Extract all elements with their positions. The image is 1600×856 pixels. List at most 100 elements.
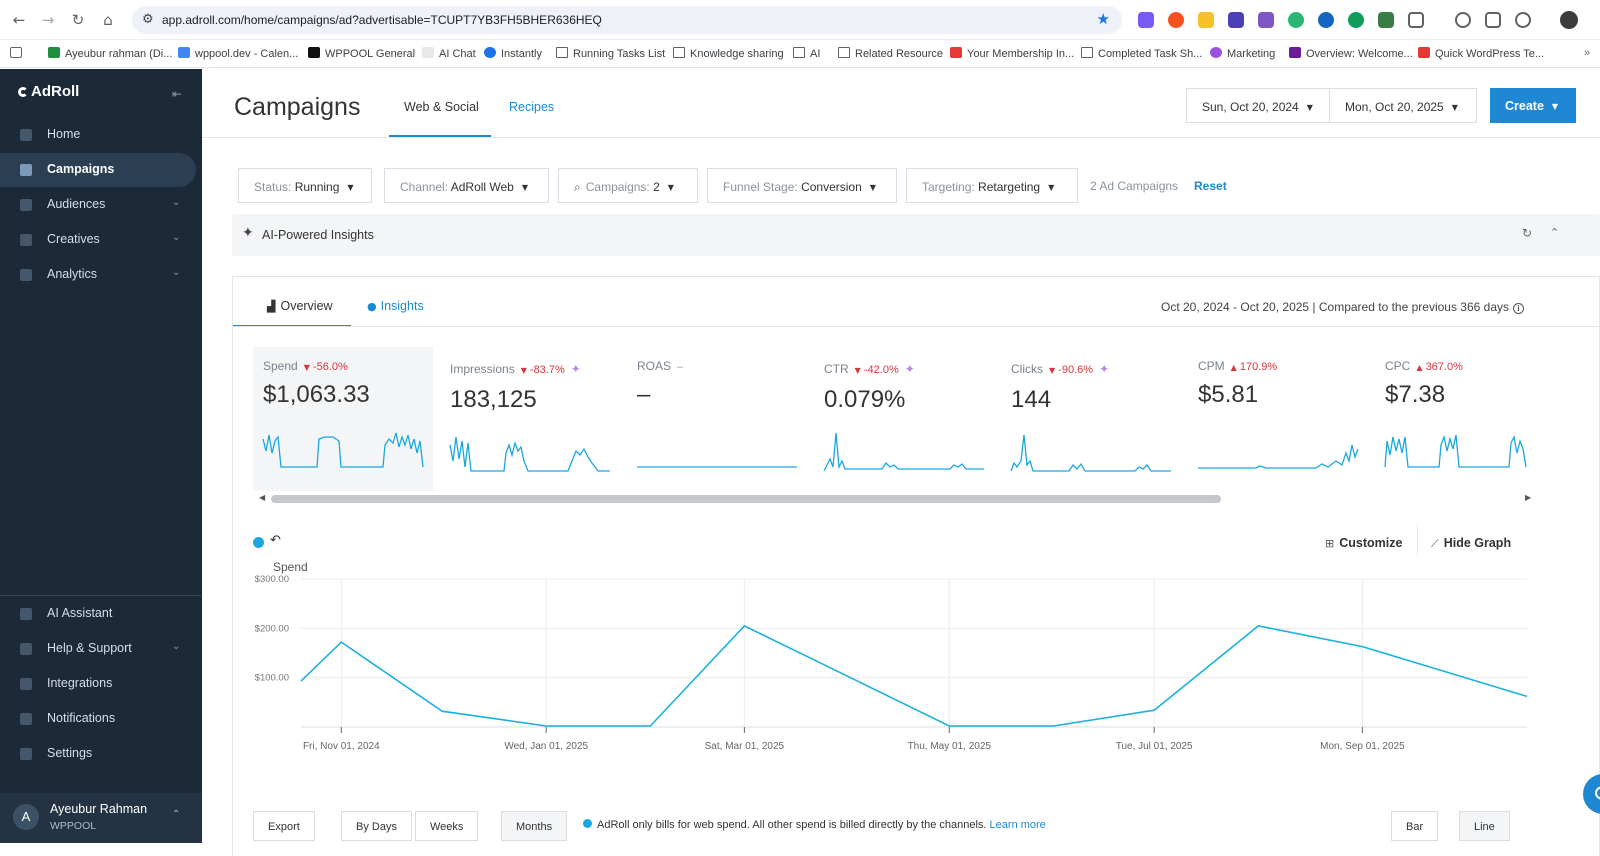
bookmark-folder[interactable]: AI (793, 47, 820, 60)
address-bar[interactable]: ⚙ app.adroll.com/home/campaigns/ad?adver… (132, 6, 1122, 34)
extension-icon[interactable] (1318, 12, 1334, 28)
forward-arrow-icon[interactable]: → (41, 11, 55, 29)
bookmark-folder[interactable]: Completed Task Sh... (1081, 47, 1202, 60)
extension-icon[interactable] (1198, 12, 1214, 28)
bookmark-item[interactable]: wppool.dev - Calen... (178, 47, 298, 60)
extension-icon[interactable] (1258, 12, 1274, 28)
apps-grid-icon[interactable] (10, 47, 27, 60)
metric-card-ctr[interactable]: CTR ▼ -42.0% ✦ 0.079% (814, 347, 994, 491)
tab-insights[interactable]: ● Insights (367, 299, 424, 313)
bookmark-folder[interactable]: Running Tasks List (556, 47, 665, 60)
sidebar-item-campaigns[interactable]: Campaigns (0, 153, 196, 187)
sidebar-item-integrations[interactable]: Integrations (0, 667, 196, 701)
x-tick-label: Wed, Jan 01, 2025 (504, 741, 588, 752)
sidebar-item-settings[interactable]: Settings (0, 737, 196, 771)
scrollbar-thumb[interactable] (271, 495, 1221, 503)
create-button[interactable]: Create ▼ (1490, 88, 1576, 123)
extension-icon[interactable] (1288, 12, 1304, 28)
plug-icon (20, 678, 32, 690)
by-days-button[interactable]: By Days (341, 811, 412, 841)
bookmark-item[interactable]: AI Chat (422, 47, 476, 60)
bookmark-icon[interactable] (1485, 12, 1501, 28)
weeks-button[interactable]: Weeks (415, 811, 479, 841)
tab-web-social[interactable]: Web & Social (404, 100, 479, 114)
ai-sparkle-icon[interactable]: ✦ (904, 362, 915, 376)
ai-sparkle-icon[interactable]: ✦ (1099, 362, 1110, 376)
extension-icon[interactable] (1378, 12, 1394, 28)
export-button[interactable]: Export (253, 811, 315, 841)
sidebar-item-help-support[interactable]: Help & Support ⌄ (0, 632, 196, 666)
user-menu[interactable]: A Ayeubur Rahman WPPOOL ⌃ (0, 793, 202, 843)
chevron-up-icon[interactable]: ⌃ (1550, 226, 1560, 239)
bookmark-item[interactable]: Overview: Welcome... (1289, 47, 1413, 60)
end-date-picker[interactable]: Mon, Oct 20, 2025 ▼ (1329, 88, 1477, 123)
bookmark-item[interactable]: Your Membership In... (950, 47, 1074, 60)
metric-card-impressions[interactable]: Impressions ▼ -83.7% ✦ 183,125 (440, 347, 620, 491)
reset-filters-link[interactable]: Reset (1194, 179, 1227, 193)
extensions-puzzle-icon[interactable] (1408, 12, 1424, 28)
bookmark-folder[interactable]: Knowledge sharing (673, 47, 784, 60)
sidebar-item-creatives[interactable]: Creatives ⌄ (0, 223, 196, 257)
undo-icon[interactable]: ↶ (270, 533, 281, 548)
scroll-left-arrow-icon[interactable]: ◀ (259, 493, 266, 502)
status-filter[interactable]: Status: Running ▼ (238, 168, 372, 203)
learn-more-link[interactable]: Learn more (989, 819, 1046, 831)
back-arrow-icon[interactable]: ← (12, 11, 26, 29)
bookmark-star-icon[interactable]: ★ (1096, 10, 1110, 28)
sidebar-item-audiences[interactable]: Audiences ⌄ (0, 188, 196, 222)
sidebar-item-home[interactable]: Home (0, 118, 196, 152)
link-icon[interactable] (1515, 12, 1531, 28)
customize-button[interactable]: ⊞ Customize (1325, 536, 1403, 550)
profile-avatar[interactable] (1560, 11, 1578, 29)
info-icon[interactable]: i (1513, 303, 1524, 314)
chat-support-button[interactable] (1583, 774, 1600, 814)
extension-icon[interactable] (1168, 12, 1184, 28)
metric-card-clicks[interactable]: Clicks ▼ -90.6% ✦ 144 (1001, 347, 1181, 491)
change-indicator: ▲ 367.0% (1416, 361, 1463, 373)
bookmarks-overflow-icon[interactable]: » (1584, 47, 1591, 59)
start-date-picker[interactable]: Sun, Oct 20, 2024 ▼ (1186, 88, 1330, 123)
bookmark-item[interactable]: Instantly (484, 47, 542, 60)
bookmark-item[interactable]: Marketing (1210, 47, 1275, 60)
campaigns-filter[interactable]: ⌕ Campaigns: 2 ▼ (558, 168, 698, 203)
line-chart-button[interactable]: Line (1459, 811, 1510, 841)
bookmark-item[interactable]: Ayeubur rahman (Di... (48, 47, 172, 60)
extension-icon[interactable] (1348, 12, 1364, 28)
collapse-sidebar-icon[interactable]: ⇤ (172, 87, 183, 101)
funnel-stage-filter[interactable]: Funnel Stage: Conversion ▼ (707, 168, 897, 203)
bookmark-item[interactable]: Quick WordPress Te... (1418, 47, 1544, 60)
bookmark-folder[interactable]: Related Resource (838, 47, 943, 60)
metric-card-cpc[interactable]: CPC ▲ 367.0% $7.38 (1375, 347, 1555, 491)
bookmark-item[interactable]: WPPOOL General (308, 47, 415, 60)
bar-chart-button[interactable]: Bar (1391, 811, 1439, 841)
chevron-down-icon: ⌄ (172, 197, 181, 208)
scroll-right-arrow-icon[interactable]: ▶ (1525, 493, 1532, 502)
series-color-dot[interactable] (253, 537, 264, 548)
ai-sparkle-icon[interactable]: ✦ (570, 362, 581, 376)
home-page-icon[interactable]: ⌂ (103, 11, 113, 29)
passwords-key-icon[interactable] (1455, 12, 1471, 28)
refresh-icon[interactable]: ↻ (1522, 226, 1533, 240)
adroll-logo[interactable]: AdRoll (18, 83, 79, 100)
people-icon (20, 199, 32, 211)
metric-card-spend[interactable]: Spend ▼ -56.0% $1,063.33 (253, 347, 433, 491)
extension-icon[interactable] (1228, 12, 1244, 28)
hide-graph-button[interactable]: ⟋ Hide Graph (1431, 536, 1512, 550)
channel-filter[interactable]: Channel: AdRoll Web ▼ (384, 168, 549, 203)
metric-card-roas[interactable]: ROAS – – (627, 347, 807, 491)
metric-card-cpm[interactable]: CPM ▲ 170.9% $5.81 (1188, 347, 1368, 491)
tab-overview[interactable]: ▟ Overview (267, 299, 333, 313)
months-button[interactable]: Months (501, 811, 568, 841)
sidebar-item-notifications[interactable]: Notifications (0, 702, 196, 736)
targeting-filter[interactable]: Targeting: Retargeting ▼ (906, 168, 1078, 203)
sidebar-item-ai-assistant[interactable]: AI Assistant (0, 597, 196, 631)
performance-panel: ▟ Overview ● Insights Oct 20, 2024 - Oct 2… (232, 276, 1600, 856)
extension-icon[interactable] (1138, 12, 1154, 28)
site-info-icon[interactable]: ⚙ (142, 12, 154, 27)
metrics-horizontal-scrollbar[interactable]: ◀ ▶ (259, 493, 1532, 503)
sidebar-item-analytics[interactable]: Analytics ⌄ (0, 258, 196, 292)
ai-insights-bar[interactable]: ✦ AI-Powered Insights ↻ ⌃ (232, 214, 1600, 256)
active-tab-indicator (389, 135, 491, 137)
reload-icon[interactable]: ↻ (71, 11, 85, 29)
tab-recipes[interactable]: Recipes (509, 100, 555, 114)
